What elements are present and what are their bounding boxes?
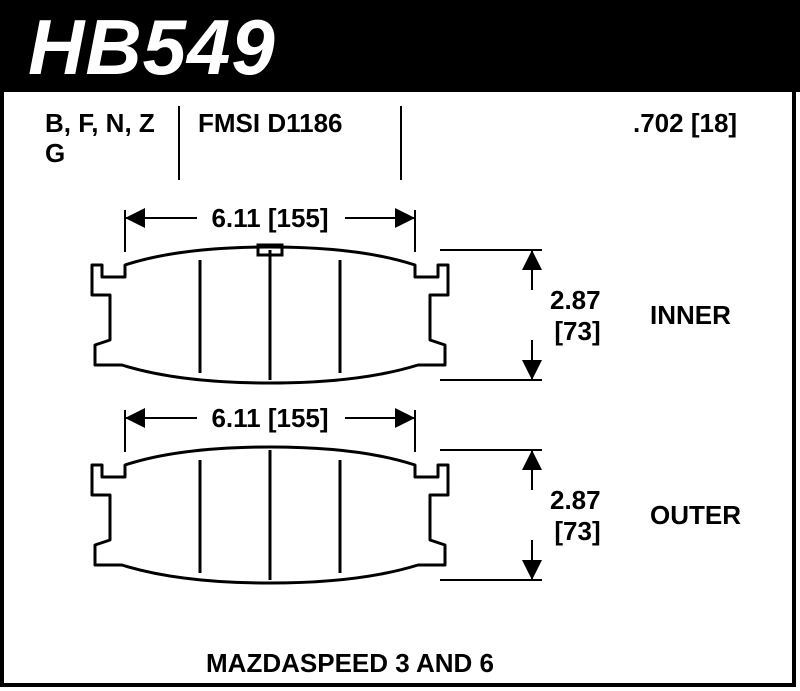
- inner-height-dim: 2.87[73]: [550, 285, 601, 347]
- inner-width-mm: 155: [277, 203, 320, 233]
- outer-pad-shape: [90, 445, 450, 590]
- inner-height-in: 2.87: [550, 285, 601, 315]
- inner-pad-shape: [90, 245, 450, 390]
- outer-height-dim: 2.87[73]: [550, 485, 601, 547]
- outer-width-dim: 6.11 [155]: [200, 403, 340, 434]
- outer-height-mm: 73: [563, 516, 592, 546]
- inner-height-mm: 73: [563, 316, 592, 346]
- inner-width-in: 6.11: [211, 203, 260, 233]
- outer-width-in: 6.11: [211, 403, 260, 433]
- outer-height-in: 2.87: [550, 485, 601, 515]
- inner-label: INNER: [650, 300, 731, 331]
- inner-width-dim: 6.11 [155]: [200, 203, 340, 234]
- outer-label: OUTER: [650, 500, 741, 531]
- fitment-label: MAZDASPEED 3 AND 6: [150, 648, 550, 679]
- outer-width-mm: 155: [277, 403, 320, 433]
